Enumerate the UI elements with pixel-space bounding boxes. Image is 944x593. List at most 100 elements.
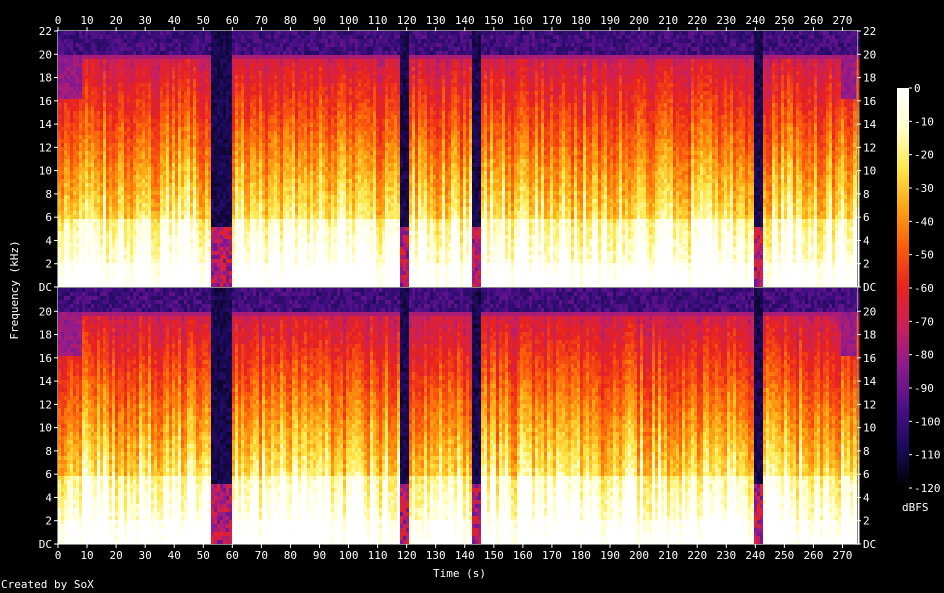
colorbar-tick-label--60: -60 [914, 282, 934, 295]
colorbar-tick-label--120: -120 [914, 482, 941, 495]
x-tick-label-bottom-130: 130 [426, 549, 446, 562]
y-tick-label-right-1-2: 2 [863, 258, 870, 271]
x-tick-label-top-220: 220 [687, 14, 707, 27]
x-tick-label-top-10: 10 [80, 14, 93, 27]
colorbar-tick-label-0: 0 [914, 82, 921, 95]
y-tick-label-left-2-6: 6 [45, 468, 52, 481]
colorbar-tick-label--100: -100 [914, 415, 941, 428]
created-by-credit: Created by SoX [1, 579, 94, 591]
x-tick-label-bottom-30: 30 [139, 549, 152, 562]
colorbar-tick-label--110: -110 [914, 449, 941, 462]
x-tick-label-top-180: 180 [571, 14, 591, 27]
y-tick-label-right-1-20: 20 [863, 48, 876, 61]
x-tick-label-top-210: 210 [658, 14, 678, 27]
y-tick-label-right-1-DC: DC [863, 281, 876, 294]
x-tick-label-bottom-10: 10 [80, 549, 93, 562]
x-tick-label-top-90: 90 [313, 14, 326, 27]
y-tick-label-right-1-16: 16 [863, 95, 876, 108]
x-tick-label-bottom-70: 70 [255, 549, 268, 562]
y-axis-label: Frequency (kHz) [9, 240, 21, 339]
y-tick-label-left-2-2: 2 [45, 515, 52, 528]
y-tick-label-left-1-12: 12 [39, 141, 52, 154]
y-tick-label-right-1-8: 8 [863, 188, 870, 201]
y-tick-label-right-1-6: 6 [863, 211, 870, 224]
x-tick-label-top-270: 270 [833, 14, 853, 27]
y-tick-label-left-1-18: 18 [39, 72, 52, 85]
x-tick-label-top-0: 0 [55, 14, 62, 27]
y-tick-label-right-2-6: 6 [863, 468, 870, 481]
y-tick-label-left-2-16: 16 [39, 352, 52, 365]
y-tick-label-right-2-2: 2 [863, 515, 870, 528]
x-tick-label-top-80: 80 [284, 14, 297, 27]
x-tick-label-bottom-60: 60 [226, 549, 239, 562]
y-tick-label-right-2-14: 14 [863, 375, 877, 388]
colorbar-tick-label--20: -20 [914, 149, 934, 162]
y-tick-label-left-2-20: 20 [39, 305, 52, 318]
y-tick-label-left-1-20: 20 [39, 48, 52, 61]
x-tick-label-bottom-150: 150 [484, 549, 504, 562]
x-tick-label-bottom-200: 200 [629, 549, 649, 562]
x-tick-label-bottom-220: 220 [687, 549, 707, 562]
y-tick-label-left-2-DC: DC [39, 538, 52, 551]
x-tick-label-bottom-100: 100 [339, 549, 359, 562]
x-tick-label-bottom-170: 170 [542, 549, 562, 562]
y-tick-label-left-1-8: 8 [45, 188, 52, 201]
colorbar-tick-label--70: -70 [914, 315, 934, 328]
y-tick-label-left-1-DC: DC [39, 281, 52, 294]
x-tick-label-top-60: 60 [226, 14, 239, 27]
x-tick-label-bottom-110: 110 [368, 549, 388, 562]
x-tick-label-bottom-40: 40 [168, 549, 181, 562]
y-tick-label-left-1-2: 2 [45, 258, 52, 271]
spectrogram-panel-channel-2 [58, 288, 860, 545]
y-tick-label-left-1-16: 16 [39, 95, 52, 108]
colorbar-tick-label--80: -80 [914, 349, 934, 362]
y-tick-label-right-2-12: 12 [863, 398, 876, 411]
y-tick-label-right-1-10: 10 [863, 165, 876, 178]
colorbar-tick-label--30: -30 [914, 182, 934, 195]
colorbar-tick-label--40: -40 [914, 215, 934, 228]
x-tick-label-bottom-140: 140 [455, 549, 475, 562]
x-tick-label-bottom-270: 270 [833, 549, 853, 562]
x-tick-label-top-260: 260 [803, 14, 823, 27]
y-tick-label-left-1-22: 22 [39, 25, 52, 38]
y-tick-label-right-2-10: 10 [863, 422, 876, 435]
x-tick-label-top-160: 160 [513, 14, 533, 27]
x-tick-label-bottom-160: 160 [513, 549, 533, 562]
x-tick-label-bottom-90: 90 [313, 549, 326, 562]
y-tick-label-right-2-16: 16 [863, 352, 876, 365]
colorbar: 0-10-20-30-40-50-60-70-80-90-100-110-120 [897, 82, 941, 495]
x-tick-label-bottom-120: 120 [397, 549, 417, 562]
x-tick-label-top-150: 150 [484, 14, 504, 27]
x-tick-label-top-140: 140 [455, 14, 475, 27]
x-tick-label-top-200: 200 [629, 14, 649, 27]
x-tick-label-top-190: 190 [600, 14, 620, 27]
y-tick-label-left-2-8: 8 [45, 445, 52, 458]
y-tick-label-left-1-6: 6 [45, 211, 52, 224]
y-tick-label-left-1-14: 14 [39, 118, 53, 131]
colorbar-tick-label--50: -50 [914, 249, 934, 262]
x-tick-label-bottom-250: 250 [774, 549, 794, 562]
y-tick-label-right-2-4: 4 [863, 491, 870, 504]
x-tick-label-top-70: 70 [255, 14, 268, 27]
x-tick-label-top-30: 30 [139, 14, 152, 27]
x-tick-label-bottom-50: 50 [197, 549, 210, 562]
x-axis-label: Time (s) [433, 568, 486, 580]
y-tick-label-left-2-4: 4 [45, 491, 52, 504]
x-tick-label-bottom-260: 260 [803, 549, 823, 562]
y-tick-label-right-2-18: 18 [863, 329, 876, 342]
x-tick-label-top-240: 240 [745, 14, 765, 27]
x-tick-label-bottom-210: 210 [658, 549, 678, 562]
y-tick-label-right-2-8: 8 [863, 445, 870, 458]
y-tick-label-right-2-20: 20 [863, 305, 876, 318]
spectrogram-panel-channel-1 [58, 31, 860, 288]
x-tick-label-top-170: 170 [542, 14, 562, 27]
x-tick-label-top-40: 40 [168, 14, 181, 27]
y-tick-label-right-1-14: 14 [863, 118, 877, 131]
x-tick-label-top-110: 110 [368, 14, 388, 27]
x-tick-label-bottom-240: 240 [745, 549, 765, 562]
y-tick-label-left-1-4: 4 [45, 234, 52, 247]
colorbar-tick-label--10: -10 [914, 115, 934, 128]
y-tick-label-right-1-18: 18 [863, 72, 876, 85]
x-tick-label-top-100: 100 [339, 14, 359, 27]
